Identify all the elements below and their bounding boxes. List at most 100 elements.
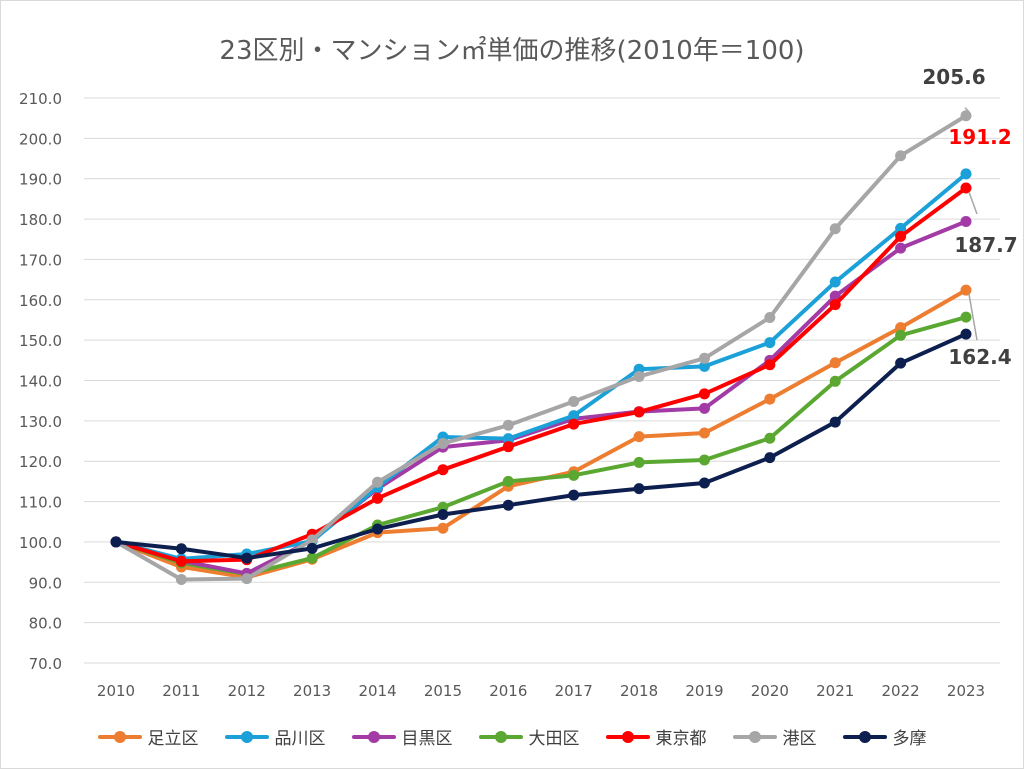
data-point: [895, 329, 907, 341]
annotation-leader: [968, 293, 978, 341]
legend-label: 多摩: [892, 729, 927, 749]
data-point: [895, 222, 907, 234]
legend-item: 東京都: [605, 724, 707, 749]
data-point: [306, 534, 318, 546]
data-point: [960, 215, 972, 227]
data-label: 162.4: [948, 345, 1011, 369]
data-point: [829, 223, 841, 235]
y-tick-label: 70.0: [29, 655, 62, 673]
data-point: [241, 573, 253, 585]
y-tick-label: 200.0: [19, 130, 62, 148]
y-tick-label: 140.0: [19, 373, 62, 391]
data-point: [372, 476, 384, 488]
y-tick-label: 210.0: [19, 90, 62, 108]
y-tick-label: 80.0: [29, 615, 62, 633]
data-point: [895, 150, 907, 162]
data-point: [568, 410, 580, 422]
legend-marker: [351, 730, 396, 743]
data-point: [764, 359, 776, 371]
data-point: [502, 419, 514, 431]
data-point: [764, 393, 776, 405]
y-tick-label: 160.0: [19, 292, 62, 310]
chart-legend: 足立区 品川区 目黒区 大田区 東京都 港区 多摩: [0, 724, 1024, 749]
series-line-6: [114, 332, 968, 561]
data-point: [175, 555, 187, 567]
data-point: [895, 242, 907, 254]
data-point: [502, 441, 514, 453]
data-label: 191.2: [948, 125, 1011, 149]
x-tick-label: 2011: [162, 682, 200, 700]
data-point: [306, 552, 318, 564]
y-tick-label: 190.0: [19, 171, 62, 189]
legend-item: 目黒区: [351, 724, 453, 749]
data-point: [110, 536, 122, 548]
data-point: [568, 395, 580, 407]
x-tick-label: 2023: [947, 682, 985, 700]
x-tick-label: 2022: [882, 682, 920, 700]
legend-label: 品川区: [274, 729, 326, 749]
data-point: [633, 431, 645, 443]
data-point: [633, 483, 645, 495]
data-point: [829, 357, 841, 369]
data-point: [829, 416, 841, 428]
y-tick-label: 130.0: [19, 413, 62, 431]
data-point: [437, 437, 449, 449]
legend-item: 港区: [732, 724, 817, 749]
x-tick-label: 2020: [751, 682, 789, 700]
legend-marker: [478, 730, 523, 743]
legend-item: 多摩: [842, 724, 927, 749]
x-tick-label: 2014: [358, 682, 396, 700]
annotation-leader: [964, 107, 970, 113]
data-point: [960, 311, 972, 323]
series-line-5: [114, 113, 968, 582]
data-point: [698, 360, 710, 372]
x-tick-label: 2018: [620, 682, 658, 700]
data-point: [698, 477, 710, 489]
data-point: [372, 523, 384, 535]
data-label: 187.7: [954, 233, 1017, 257]
y-tick-label: 150.0: [19, 332, 62, 350]
data-point: [895, 357, 907, 369]
data-point: [764, 312, 776, 324]
data-point: [568, 418, 580, 430]
series-line-4: [114, 185, 968, 564]
legend-marker: [842, 730, 887, 743]
legend-marker: [224, 730, 269, 743]
legend-label: 目黒区: [401, 729, 453, 749]
annotation-leader: [968, 191, 978, 215]
y-tick-label: 180.0: [19, 211, 62, 229]
x-tick-label: 2021: [816, 682, 854, 700]
data-point: [175, 543, 187, 555]
legend-label: 足立区: [147, 729, 199, 749]
data-point: [960, 284, 972, 296]
data-point: [306, 542, 318, 554]
y-tick-label: 170.0: [19, 251, 62, 269]
data-point: [829, 375, 841, 387]
data-point: [502, 433, 514, 445]
data-point: [698, 388, 710, 400]
data-point: [960, 328, 972, 340]
legend-label: 大田区: [528, 729, 580, 749]
series-line-3: [114, 315, 968, 577]
legend-marker: [97, 730, 142, 743]
data-label: 205.6: [922, 65, 985, 89]
data-point: [764, 337, 776, 349]
y-tick-label: 120.0: [19, 453, 62, 471]
data-point: [568, 489, 580, 501]
legend-label: 東京都: [655, 729, 707, 749]
data-point: [633, 370, 645, 382]
data-point: [698, 352, 710, 364]
data-point: [372, 492, 384, 504]
chart-title: 23区別・マンション㎡単価の推移(2010年＝100): [219, 36, 805, 66]
data-point: [829, 276, 841, 288]
series-line-2: [114, 219, 968, 576]
x-tick-label: 2015: [424, 682, 462, 700]
data-point: [829, 299, 841, 311]
legend-label: 港区: [782, 729, 817, 749]
data-point: [633, 406, 645, 418]
legend-item: 大田区: [478, 724, 580, 749]
y-tick-label: 110.0: [19, 494, 62, 512]
data-point: [437, 508, 449, 520]
data-point: [764, 452, 776, 464]
